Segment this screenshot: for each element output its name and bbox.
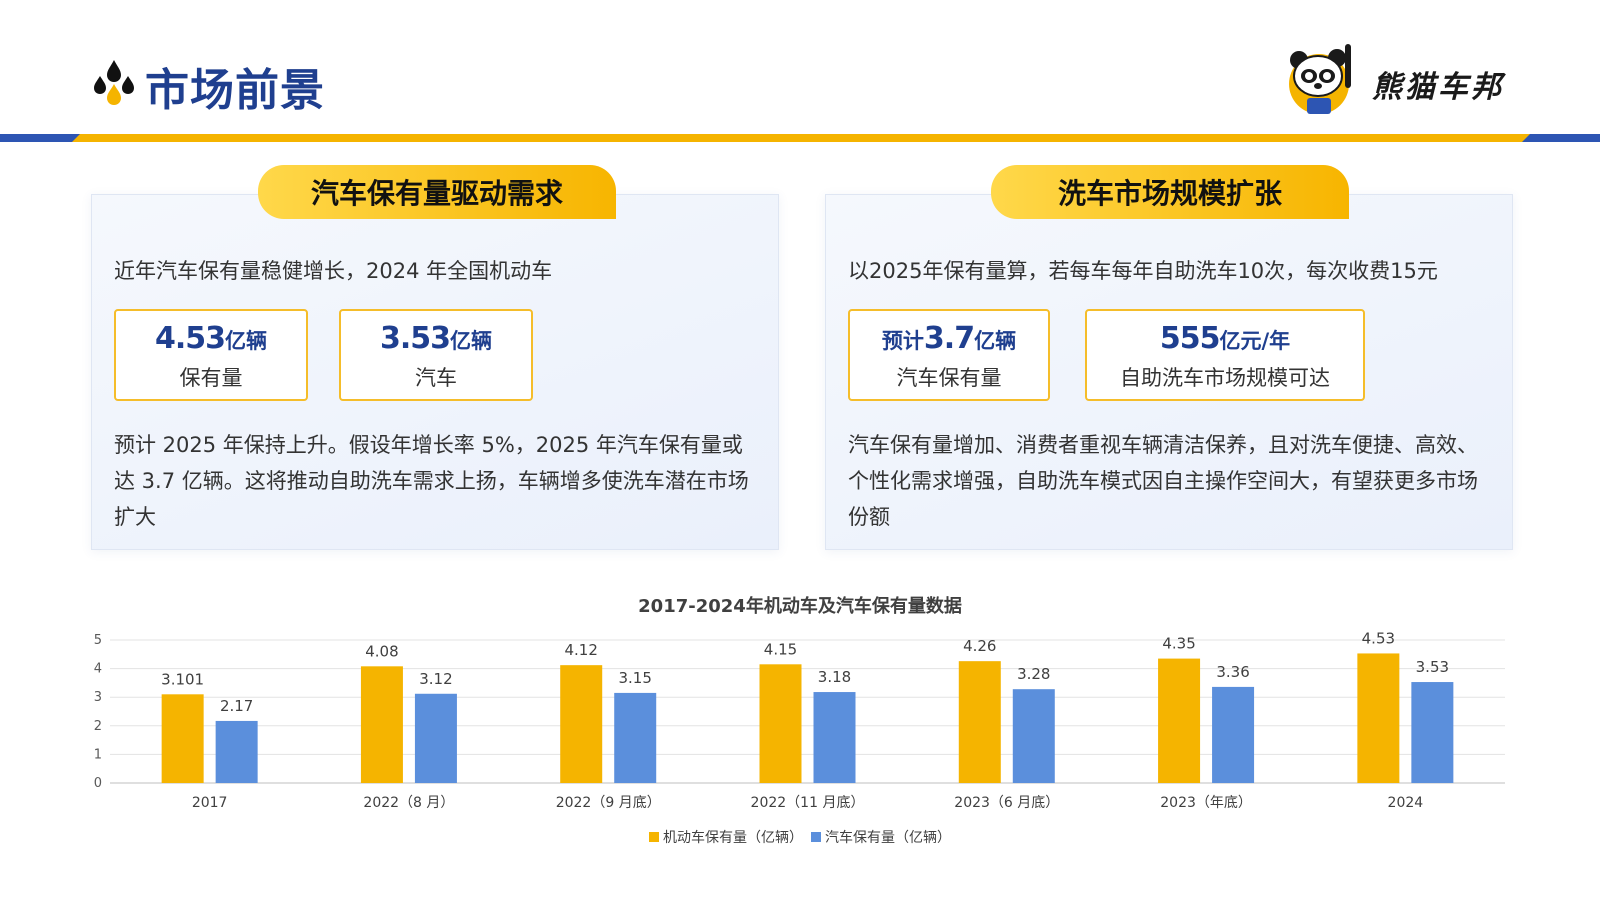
data-label: 2.17 xyxy=(220,697,253,715)
bar xyxy=(1357,653,1400,783)
y-tick-label: 2 xyxy=(94,719,102,734)
bar xyxy=(1212,686,1255,783)
x-tick-label: 2022（9 月底） xyxy=(556,795,661,811)
data-label: 3.28 xyxy=(1017,665,1050,683)
data-label: 4.26 xyxy=(963,637,996,655)
y-tick-label: 3 xyxy=(94,690,102,705)
stat-label: 自助洗车市场规模可达 xyxy=(1120,366,1330,390)
data-label: 4.35 xyxy=(1162,635,1195,653)
stat-car-total: 3.53亿辆 汽车 xyxy=(339,309,533,401)
market-card-body: 汽车保有量增加、消费者重视车辆清洁保养，且对洗车便捷、高效、个性化需求增强，自助… xyxy=(848,433,1478,529)
bar xyxy=(813,692,856,783)
demand-card: 汽车保有量驱动需求 近年汽车保有量稳健增长，2024 年全国机动车 4.53亿辆… xyxy=(91,165,779,550)
bar xyxy=(759,664,802,783)
bar xyxy=(1158,658,1201,783)
demand-card-tab: 汽车保有量驱动需求 xyxy=(258,165,616,219)
data-label: 3.12 xyxy=(419,670,452,688)
bar xyxy=(161,694,204,783)
market-card: 洗车市场规模扩张 以2025年保有量算，若每车每年自助洗车10次，每次收费15元… xyxy=(825,165,1513,550)
bar xyxy=(958,661,1001,783)
page-title: 市场前景 xyxy=(145,65,325,116)
x-tick-label: 2023（年底） xyxy=(1160,795,1252,811)
bar xyxy=(1411,682,1454,783)
y-tick-label: 5 xyxy=(94,633,102,648)
stat-value: 555亿元/年 xyxy=(1159,321,1291,356)
stat-label: 汽车保有量 xyxy=(896,366,1002,390)
y-tick-label: 4 xyxy=(94,662,102,677)
demand-card-intro: 近年汽车保有量稳健增长，2024 年全国机动车 xyxy=(114,259,553,283)
bar xyxy=(560,665,603,783)
data-label: 4.12 xyxy=(565,641,598,659)
legend-swatch xyxy=(649,832,659,842)
bar xyxy=(215,720,258,783)
data-label: 3.18 xyxy=(818,668,851,686)
x-tick-label: 2022（11 月底） xyxy=(751,795,865,811)
data-label: 4.15 xyxy=(764,640,797,658)
stat-value: 预计3.7亿辆 xyxy=(881,321,1017,356)
stat-forecast-cars: 预计3.7亿辆 汽车保有量 xyxy=(848,309,1050,401)
x-tick-label: 2017 xyxy=(192,795,228,811)
header-stripe xyxy=(0,134,1600,142)
stat-vehicle-total: 4.53亿辆 保有量 xyxy=(114,309,308,401)
stat-label: 保有量 xyxy=(179,366,243,390)
brand-name: 熊猫车邦 xyxy=(1372,70,1504,105)
data-label: 4.53 xyxy=(1362,629,1395,647)
bar xyxy=(360,666,403,783)
data-label: 3.36 xyxy=(1216,663,1249,681)
y-tick-label: 1 xyxy=(94,747,102,762)
y-tick-label: 0 xyxy=(94,776,102,791)
data-label: 3.53 xyxy=(1416,658,1449,676)
legend-item: 汽车保有量（亿辆） xyxy=(811,827,951,847)
stat-value: 4.53亿辆 xyxy=(154,321,268,356)
stat-label: 汽车 xyxy=(415,366,457,390)
x-tick-label: 2024 xyxy=(1388,795,1424,811)
chart-legend: 机动车保有量（亿辆） 汽车保有量（亿辆） xyxy=(0,827,1600,847)
market-card-intro: 以2025年保有量算，若每车每年自助洗车10次，每次收费15元 xyxy=(848,259,1438,283)
bar-chart: 0 1 2 3 4 5 3.101 2.17 2017 4.08 3.12 2022（8 月） 4.12… xyxy=(94,629,1505,811)
legend-item: 机动车保有量（亿辆） xyxy=(649,827,803,847)
x-tick-label: 2022（8 月） xyxy=(363,795,454,811)
drops-icon xyxy=(94,60,134,105)
bar xyxy=(614,692,657,783)
x-tick-label: 2023（6 月底） xyxy=(954,795,1059,811)
legend-label: 机动车保有量（亿辆） xyxy=(663,830,803,846)
stat-value: 3.53亿辆 xyxy=(379,321,493,356)
data-label: 4.08 xyxy=(365,642,398,660)
legend-label: 汽车保有量（亿辆） xyxy=(825,830,951,846)
market-card-tab: 洗车市场规模扩张 xyxy=(991,165,1349,219)
stat-market-size: 555亿元/年 自助洗车市场规模可达 xyxy=(1085,309,1365,401)
chart-title: 2017-2024年机动车及汽车保有量数据 xyxy=(638,596,962,617)
legend-swatch xyxy=(811,832,821,842)
bar xyxy=(414,693,457,783)
data-label: 3.101 xyxy=(161,670,204,688)
panda-mascot-icon xyxy=(1289,44,1351,114)
bar xyxy=(1012,689,1055,783)
data-label: 3.15 xyxy=(619,669,652,687)
demand-card-body: 预计 2025 年保持上升。假设年增长率 5%，2025 年汽车保有量或达 3.… xyxy=(114,433,749,529)
